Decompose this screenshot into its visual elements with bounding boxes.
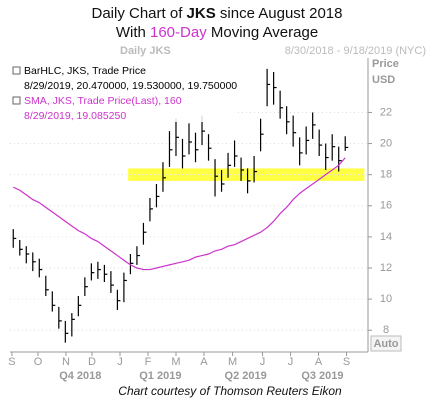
quarter-label: Q2 2019 — [225, 370, 267, 382]
y-tick-label: 18 — [380, 169, 392, 181]
x-tick-label: J — [260, 356, 266, 368]
title-part: Daily Chart of — [92, 5, 187, 22]
x-tick-label: A — [315, 356, 323, 368]
title-part: JKS — [187, 5, 216, 22]
legend-icon — [12, 96, 21, 105]
legend-icon — [12, 66, 21, 75]
date-range: 8/30/2018 - 9/18/2019 (NYC) — [285, 45, 426, 57]
x-tick-label: O — [34, 356, 43, 368]
y-tick-label: 8 — [383, 324, 389, 336]
x-tick-label: J — [288, 356, 294, 368]
sma-line — [12, 157, 346, 271]
x-tick-label: A — [200, 356, 208, 368]
x-tick-label: D — [88, 356, 96, 368]
y-tick-label: 12 — [380, 262, 392, 274]
auto-button[interactable]: Auto — [370, 335, 402, 352]
y-tick-label: 22 — [380, 106, 392, 118]
legend: BarHLC, JKS, Trade Price 8/29/2019, 20.47… — [10, 62, 237, 122]
subtitle-part: Moving Average — [207, 24, 318, 41]
legend-entry: BarHLC, JKS, Trade Price — [24, 65, 146, 77]
x-tick-label: S — [8, 356, 15, 368]
x-tick-label: M — [171, 356, 180, 368]
y-tick-label: 16 — [380, 200, 392, 212]
y-tick-label: 14 — [380, 231, 392, 243]
quarter-label: Q4 2018 — [59, 370, 101, 382]
subtitle-part: 160-Day — [150, 24, 207, 41]
y-axis-label: Price — [372, 58, 399, 70]
button-label[interactable]: Auto — [373, 338, 398, 350]
x-tick-label: J — [117, 356, 123, 368]
legend-readout: 8/29/2019, 20.470000, 19.530000, 19.7500… — [24, 80, 237, 92]
chart-subtitle: With 160-Day Moving Average — [116, 24, 318, 41]
x-tick-label: F — [145, 356, 152, 368]
subtitle-part: With — [116, 24, 150, 41]
button-box[interactable] — [370, 335, 402, 352]
quarter-label: Q3 2019 — [301, 370, 343, 382]
chart-title: Daily Chart of JKS since August 2018 — [92, 5, 343, 22]
legend-entry: SMA, JKS, Trade Price(Last), 160 — [24, 95, 182, 107]
y-axis-label: USD — [372, 74, 395, 86]
header-label: Daily JKS — [120, 45, 171, 57]
x-tick-label: M — [228, 356, 237, 368]
quarter-label: Q1 2019 — [139, 370, 181, 382]
title-part: since August 2018 — [216, 5, 343, 22]
footer: Chart courtesy of Thomson Reuters Eikon — [118, 384, 342, 398]
x-tick-label: S — [343, 356, 350, 368]
x-tick-label: N — [62, 356, 70, 368]
legend-bg — [10, 62, 235, 122]
plot-area — [10, 68, 372, 343]
y-tick-label: 20 — [380, 137, 392, 149]
y-tick-label: 10 — [380, 293, 392, 305]
legend-readout: 8/29/2019, 19.085250 — [24, 110, 126, 122]
